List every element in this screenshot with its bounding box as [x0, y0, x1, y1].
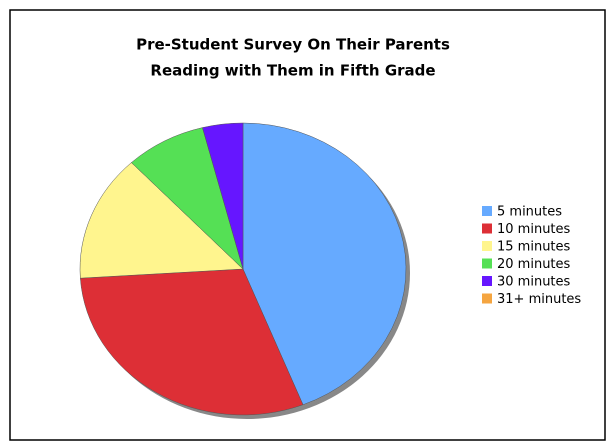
chart-title: Pre-Student Survey On Their Parents — [136, 36, 450, 54]
legend-swatch — [482, 241, 492, 251]
legend-label: 31+ minutes — [497, 292, 581, 307]
legend-label: 5 minutes — [497, 205, 562, 220]
chart-title: Reading with Them in Fifth Grade — [150, 62, 435, 80]
legend-swatch — [482, 206, 492, 216]
legend-label: 30 minutes — [497, 275, 571, 290]
pie-slice — [242, 122, 407, 406]
pie-slice — [79, 162, 244, 279]
legend-label: 20 minutes — [497, 257, 571, 272]
pie-slice — [80, 268, 304, 416]
legend-swatch — [482, 258, 492, 269]
legend-label: 10 minutes — [497, 222, 571, 237]
legend-label: 15 minutes — [497, 240, 571, 255]
legend-swatch — [482, 223, 492, 234]
legend-swatch — [482, 293, 492, 304]
pie-slice — [202, 122, 244, 270]
legend-swatch — [482, 276, 492, 286]
